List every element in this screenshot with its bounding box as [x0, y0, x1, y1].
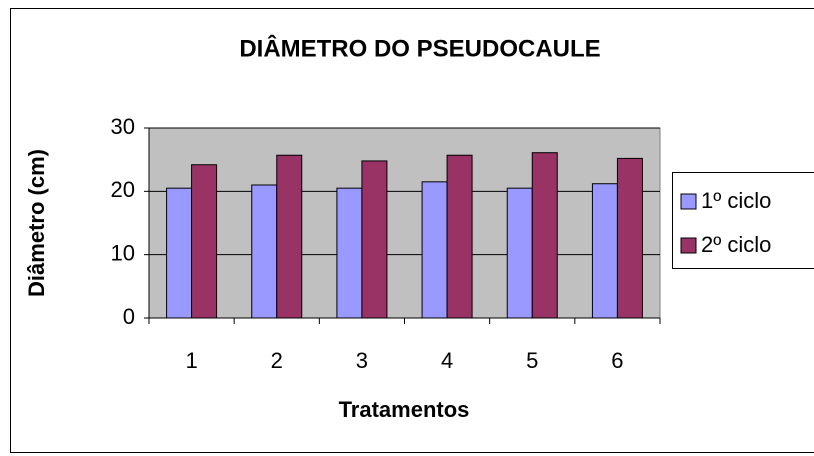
- legend-label: 2º ciclo: [701, 232, 771, 257]
- bar: [276, 154, 303, 319]
- y-tick-label: 0: [123, 304, 135, 329]
- bar: [531, 152, 558, 319]
- y-tick-label: 20: [111, 177, 135, 202]
- y-axis-title: Diâmetro (cm): [24, 149, 49, 297]
- chart-title: DIÂMETRO DO PSEUDOCAULE: [239, 34, 600, 62]
- x-tick-label: 2: [271, 348, 283, 373]
- x-tick-label: 3: [356, 348, 368, 373]
- bar: [191, 164, 218, 319]
- bar: [506, 187, 533, 319]
- bar: [336, 187, 363, 319]
- y-tick-label: 30: [111, 114, 135, 139]
- bar: [251, 184, 278, 319]
- bar: [591, 183, 618, 319]
- x-axis-title: Tratamentos: [339, 397, 470, 422]
- bar: [361, 160, 388, 319]
- legend-swatch: [680, 193, 697, 210]
- x-tick-label: 6: [611, 348, 623, 373]
- x-tick-label: 4: [441, 348, 453, 373]
- legend-label: 1º ciclo: [701, 188, 771, 213]
- plot-area: [148, 127, 661, 319]
- bar: [616, 157, 643, 319]
- legend-swatch: [680, 237, 697, 254]
- x-tick-label: 5: [526, 348, 538, 373]
- x-tick-label: 1: [185, 348, 197, 373]
- bar: [446, 154, 473, 319]
- y-tick-label: 10: [111, 240, 135, 265]
- bar: [166, 187, 193, 319]
- bar: [421, 181, 448, 319]
